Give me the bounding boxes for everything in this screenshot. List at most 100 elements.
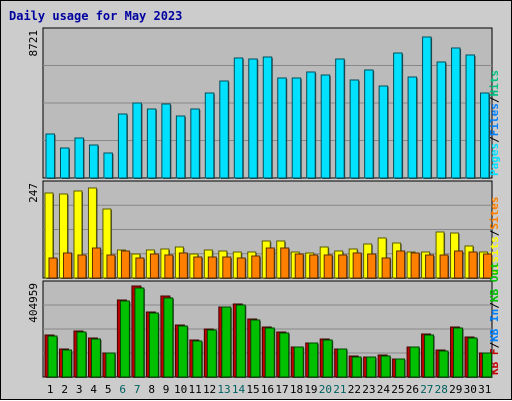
sites-bar-1 <box>48 257 58 279</box>
day-label-20: 20 <box>319 383 332 396</box>
day-label-10: 10 <box>174 383 187 396</box>
kbout-bar-8 <box>148 312 159 378</box>
pages-bar-10 <box>175 115 186 179</box>
day-label-12: 12 <box>203 383 216 396</box>
kbout-bar-30 <box>467 337 478 378</box>
day-label-14: 14 <box>232 383 246 396</box>
day-label-9: 9 <box>163 383 170 396</box>
pages-bar-1 <box>45 133 55 179</box>
kbout-bar-1 <box>47 335 58 378</box>
kbout-bar-2 <box>61 349 72 378</box>
sites-bar-24 <box>381 257 391 279</box>
sites-bar-20 <box>323 254 333 279</box>
day-label-15: 15 <box>246 383 259 396</box>
kbout-bar-13 <box>221 306 232 378</box>
day-label-13: 13 <box>217 383 230 396</box>
day-label-29: 29 <box>449 383 462 396</box>
pages-panel-legend: Pages/Files/Hits <box>488 70 501 176</box>
sites-bar-21 <box>338 254 348 279</box>
kbytes-panel-legend-1: / <box>488 342 501 349</box>
pages-bar-29 <box>451 47 461 179</box>
pages-bar-9 <box>161 103 171 179</box>
day-label-27: 27 <box>420 383 433 396</box>
kbout-bar-4 <box>90 338 101 378</box>
sites-bar-12 <box>207 256 217 279</box>
kbout-bar-27 <box>424 334 435 378</box>
sites-bar-26 <box>410 252 420 279</box>
kbout-bar-26 <box>409 346 420 378</box>
sites-bar-25 <box>396 250 406 279</box>
sites-bar-14 <box>236 257 246 279</box>
sites-bar-10 <box>178 252 188 279</box>
kbytes-panel-legend-2: KB In <box>488 309 501 342</box>
kbout-bar-11 <box>192 340 203 378</box>
sites-bar-18 <box>294 253 304 279</box>
day-label-18: 18 <box>290 383 303 396</box>
pages-bar-24 <box>378 85 389 179</box>
visits-panel-legend: Visits/Sites <box>488 197 501 277</box>
day-label-7: 7 <box>134 383 141 396</box>
kbout-bar-31 <box>482 352 493 378</box>
kbout-bar-25 <box>395 358 406 378</box>
kbout-bar-23 <box>366 356 377 378</box>
pages-panel-legend-0: Pages <box>488 143 501 176</box>
kbout-bar-3 <box>76 331 87 378</box>
kbout-bar-14 <box>235 304 246 378</box>
day-label-25: 25 <box>391 383 404 396</box>
kbout-bar-15 <box>250 319 261 378</box>
day-label-26: 26 <box>406 383 419 396</box>
sites-bar-5 <box>106 254 116 279</box>
kbytes-panel-legend-4: KB Out <box>488 262 501 302</box>
kbout-bar-16 <box>264 327 275 378</box>
day-label-2: 2 <box>61 383 68 396</box>
kbout-bar-17 <box>279 332 290 378</box>
pages-bar-8 <box>146 108 157 179</box>
kbytes-panel-ymax-label: 404959 <box>27 283 40 323</box>
pages-bar-28 <box>436 61 447 179</box>
kbout-bar-12 <box>206 329 217 378</box>
day-label-23: 23 <box>362 383 375 396</box>
sites-bar-13 <box>222 256 232 279</box>
kbout-bar-22 <box>351 356 362 378</box>
kbout-bar-21 <box>337 348 348 378</box>
pages-bar-22 <box>349 79 360 179</box>
sites-bar-7 <box>135 257 145 279</box>
day-label-22: 22 <box>348 383 361 396</box>
kbout-bar-9 <box>163 297 174 378</box>
kbout-bar-29 <box>453 327 464 378</box>
day-label-17: 17 <box>275 383 288 396</box>
day-label-11: 11 <box>188 383 201 396</box>
sites-bar-30 <box>468 251 478 279</box>
day-label-30: 30 <box>464 383 477 396</box>
pages-bar-14 <box>233 57 244 179</box>
visits-panel-legend-1: / <box>488 229 501 236</box>
pages-bar-16 <box>262 56 273 179</box>
sites-bar-2 <box>62 252 72 279</box>
day-label-3: 3 <box>76 383 83 396</box>
sites-bar-15 <box>251 255 261 279</box>
pages-bar-4 <box>88 144 99 179</box>
sites-bar-8 <box>149 253 159 279</box>
kbout-bar-24 <box>380 355 391 378</box>
sites-bar-19 <box>309 254 319 279</box>
kbout-bar-6 <box>119 300 130 378</box>
kbout-bar-20 <box>322 339 333 378</box>
sites-bar-23 <box>367 253 377 279</box>
sites-bar-9 <box>164 254 174 279</box>
pages-panel-legend-3: / <box>488 96 501 103</box>
sites-bar-31 <box>483 253 493 279</box>
sites-bar-3 <box>77 254 87 279</box>
pages-bar-15 <box>248 58 258 179</box>
day-label-31: 31 <box>478 383 491 396</box>
visits-panel-legend-2: Sites <box>488 197 501 230</box>
pages-panel-legend-1: / <box>488 136 501 143</box>
pages-bar-18 <box>291 77 302 179</box>
pages-bar-2 <box>59 147 70 179</box>
pages-panel-legend-2: Files <box>488 103 501 136</box>
pages-bar-13 <box>219 80 229 179</box>
sites-bar-6 <box>120 250 130 279</box>
pages-bar-26 <box>407 76 418 179</box>
day-label-28: 28 <box>435 383 448 396</box>
